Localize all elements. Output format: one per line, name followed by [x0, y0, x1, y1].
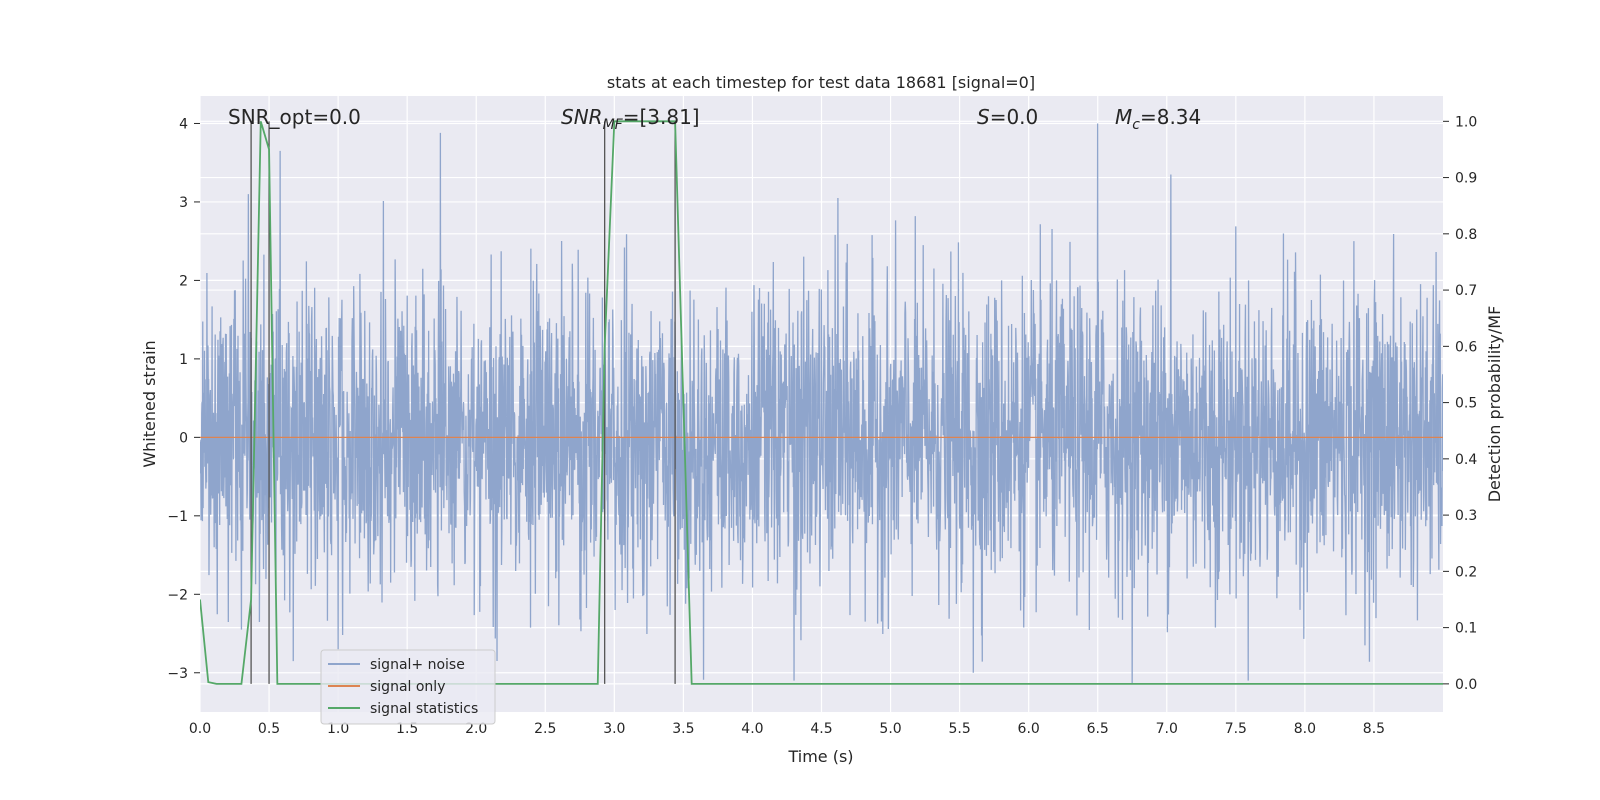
x-tick-label: 4.0: [741, 721, 763, 737]
y-axis-ticks: 4 3 2 1 0 −1 −2 −3: [167, 116, 200, 682]
y-right-tick-label: 0.1: [1455, 621, 1477, 637]
y-right-tick-label: 0.4: [1455, 452, 1477, 468]
series-line-signal-noise: [200, 123, 1443, 685]
x-tick-label: 2.0: [465, 721, 487, 737]
x-tick-label: 6.0: [1018, 721, 1040, 737]
annotation-snr-mf: SNRMF=[3.81]: [561, 105, 700, 133]
y-right-tick-label: 0.2: [1455, 564, 1477, 580]
y-tick-label: −3: [167, 666, 188, 682]
y-right-tick-label: 0.5: [1455, 396, 1477, 412]
y-tick-label: 4: [179, 116, 188, 132]
annotation-s: S=0.0: [977, 105, 1038, 129]
x-tick-label: 0.5: [258, 721, 280, 737]
y-right-tick-label: 0.3: [1455, 508, 1477, 524]
x-axis-ticks: 0.0 0.5 1.0 1.5 2.0 2.5 3.0 3.5 4.0 4.5 5.0 5.5 6.0 6…: [189, 721, 1385, 737]
y-right-tick-label: 0.7: [1455, 283, 1477, 299]
y-tick-label: 3: [179, 195, 188, 211]
y-right-tick-label: 0.8: [1455, 227, 1477, 243]
legend-box: [320, 649, 496, 725]
legend-label-signal-statistics: signal statistics: [370, 701, 478, 717]
chart-title: stats at each timestep for test data 186…: [607, 73, 1035, 92]
annotation-mc: Mc=8.34: [1115, 105, 1201, 133]
x-axis-label: Time (s): [787, 747, 853, 766]
series-line-signal-statistics: [200, 120, 1443, 685]
y-right-tick-label: 0.0: [1455, 677, 1477, 693]
x-tick-label: 8.5: [1363, 721, 1385, 737]
y-tick-label: 1: [179, 352, 188, 368]
y-tick-label: 2: [179, 273, 188, 289]
legend: signal+ noise signal only signal statist…: [320, 649, 496, 725]
y-tick-label: −2: [167, 587, 188, 603]
x-tick-label: 7.5: [1225, 721, 1247, 737]
x-tick-label: 3.0: [603, 721, 625, 737]
x-tick-label: 8.0: [1294, 721, 1316, 737]
y-right-tick-label: 0.6: [1455, 339, 1477, 355]
legend-label-signal-only: signal only: [370, 679, 445, 695]
x-tick-label: 3.5: [672, 721, 694, 737]
x-tick-label: 0.0: [189, 721, 211, 737]
x-tick-label: 6.5: [1087, 721, 1109, 737]
legend-label-signal-noise: signal+ noise: [370, 657, 465, 673]
x-tick-label: 2.5: [534, 721, 556, 737]
x-tick-label: 7.0: [1156, 721, 1178, 737]
x-tick-label: 5.5: [948, 721, 970, 737]
y-axis-label: Whitened strain: [140, 340, 159, 467]
x-tick-label: 4.5: [810, 721, 832, 737]
x-tick-label: 1.0: [327, 721, 349, 737]
x-tick-label: 5.0: [879, 721, 901, 737]
x-tick-label: 1.5: [396, 721, 418, 737]
annotation-snr-opt: SNR_opt=0.0: [228, 105, 361, 129]
y-right-tick-label: 0.9: [1455, 171, 1477, 187]
y-right-tick-label: 1.0: [1455, 114, 1477, 130]
y-tick-label: 0: [179, 430, 188, 446]
y-axis-right-ticks: 1.0 0.9 0.8 0.7 0.6 0.5 0.4 0.3 0.2 0.1 0.0: [1443, 114, 1477, 693]
y-tick-label: −1: [167, 509, 188, 525]
y-axis-right-label: Detection probability/MF: [1485, 306, 1504, 503]
